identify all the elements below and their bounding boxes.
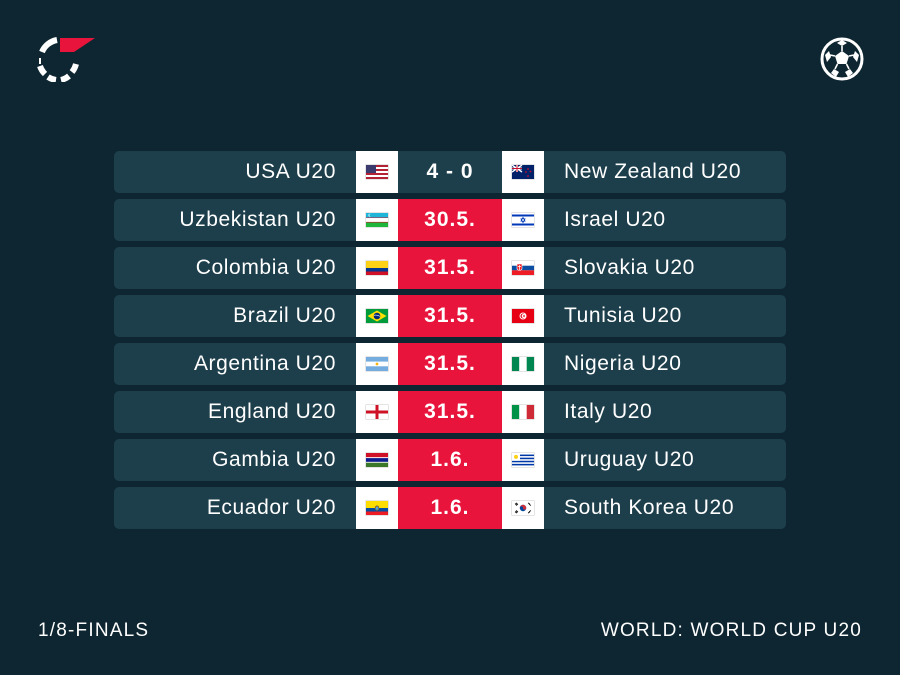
flag-slovakia-icon xyxy=(512,261,534,275)
away-team: Nigeria U20 xyxy=(564,352,682,375)
away-team: Slovakia U20 xyxy=(564,256,695,279)
match-date: 31.5. xyxy=(398,391,502,433)
flag-italy-icon xyxy=(512,405,534,419)
match-row[interactable]: England U20 31.5. Italy U20 xyxy=(114,391,786,433)
flag-england-icon xyxy=(366,405,388,419)
match-date: 31.5. xyxy=(398,247,502,289)
flag-nigeria-icon xyxy=(512,357,534,371)
home-team: Brazil U20 xyxy=(233,304,336,327)
flag-tunisia-icon xyxy=(512,309,534,323)
home-team: Gambia U20 xyxy=(212,448,336,471)
match-row[interactable]: Colombia U20 31.5. Slovakia U20 xyxy=(114,247,786,289)
match-date: 31.5. xyxy=(398,343,502,385)
home-team: USA U20 xyxy=(245,160,336,183)
stage-label: 1/8-FINALS xyxy=(38,620,150,641)
soccer-ball-icon xyxy=(820,37,864,81)
match-row[interactable]: Gambia U20 1.6. Uruguay U20 xyxy=(114,439,786,481)
home-team: Uzbekistan U20 xyxy=(179,208,336,231)
match-date: 1.6. xyxy=(398,439,502,481)
match-score: 4 - 0 xyxy=(398,151,502,193)
match-date: 31.5. xyxy=(398,295,502,337)
match-list: USA U20 4 - 0 New Zealand U20 Uzbekistan… xyxy=(114,151,786,535)
flag-south-korea-icon xyxy=(512,501,534,515)
away-team: New Zealand U20 xyxy=(564,160,742,183)
flag-argentina-icon xyxy=(366,357,388,371)
match-row[interactable]: Ecuador U20 1.6. xyxy=(114,487,786,529)
match-row[interactable]: USA U20 4 - 0 New Zealand U20 xyxy=(114,151,786,193)
flag-ecuador-icon xyxy=(366,501,388,515)
match-date: 1.6. xyxy=(398,487,502,529)
flag-brazil-icon xyxy=(366,309,388,323)
match-date: 30.5. xyxy=(398,199,502,241)
flashscore-logo-icon xyxy=(37,37,95,82)
home-team: Colombia U20 xyxy=(195,256,336,279)
flag-uruguay-icon xyxy=(512,453,534,467)
match-row[interactable]: Uzbekistan U20 30.5. Israel U20 xyxy=(114,199,786,241)
away-team: Uruguay U20 xyxy=(564,448,695,471)
away-team: South Korea U20 xyxy=(564,496,735,519)
home-team: Ecuador U20 xyxy=(206,496,336,519)
away-team: Italy U20 xyxy=(564,400,653,423)
flag-uzbekistan-icon xyxy=(366,213,388,227)
match-row[interactable]: Argentina U20 31.5. Nigeria U20 xyxy=(114,343,786,385)
flag-gambia-icon xyxy=(366,453,388,467)
flag-colombia-icon xyxy=(366,261,388,275)
flag-israel-icon xyxy=(512,213,534,227)
match-row[interactable]: Brazil U20 31.5. Tunisia U20 xyxy=(114,295,786,337)
home-team: Argentina U20 xyxy=(193,352,336,375)
away-team: Israel U20 xyxy=(564,208,666,231)
flag-new-zealand-icon xyxy=(512,165,534,179)
flag-usa-icon xyxy=(366,165,388,179)
away-team: Tunisia U20 xyxy=(564,304,682,327)
competition-label: WORLD: WORLD CUP U20 xyxy=(600,620,862,641)
home-team: England U20 xyxy=(207,400,336,423)
